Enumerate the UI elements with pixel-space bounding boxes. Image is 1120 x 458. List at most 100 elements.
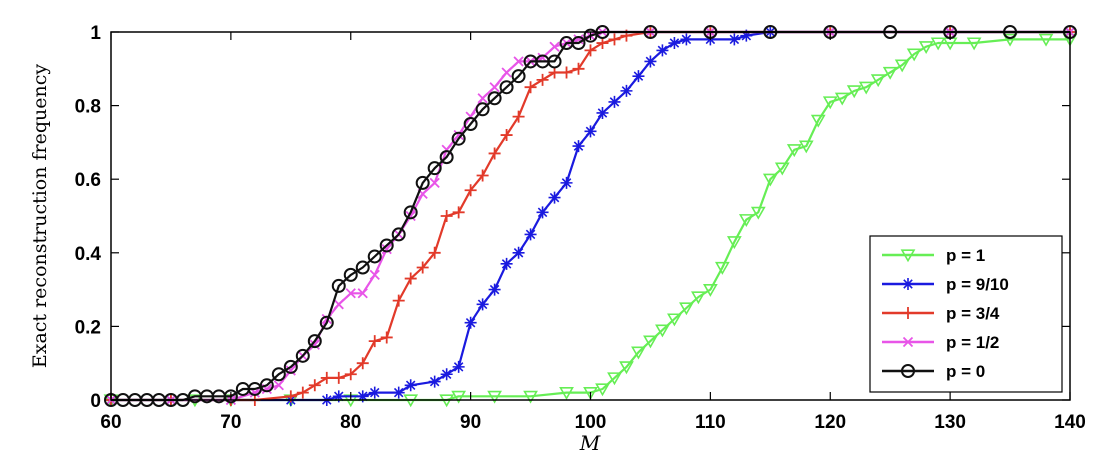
data-point xyxy=(439,150,454,165)
data-point xyxy=(1038,33,1054,47)
data-point xyxy=(966,37,982,51)
data-point xyxy=(356,357,369,370)
data-point xyxy=(858,81,874,95)
data-point xyxy=(488,147,501,160)
data-point xyxy=(714,261,730,275)
data-point xyxy=(572,140,585,153)
data-point xyxy=(332,371,345,384)
data-point xyxy=(656,44,669,57)
x-tick-label: 80 xyxy=(340,412,361,433)
x-tick-label: 130 xyxy=(934,412,966,433)
data-point xyxy=(524,81,537,94)
data-point xyxy=(428,246,441,259)
data-point xyxy=(476,169,489,182)
data-point xyxy=(379,238,394,253)
data-point xyxy=(453,129,464,141)
legend-item: p = 3/4 xyxy=(882,304,1000,323)
data-point xyxy=(523,390,538,404)
data-point xyxy=(415,175,430,190)
data-point xyxy=(1002,33,1018,47)
data-point xyxy=(513,56,524,67)
data-point xyxy=(691,291,706,305)
data-point xyxy=(798,140,814,154)
data-point xyxy=(810,114,826,128)
data-point xyxy=(726,236,742,250)
data-point xyxy=(416,261,429,274)
data-point xyxy=(667,313,682,327)
data-point xyxy=(309,339,320,350)
data-point xyxy=(357,288,368,299)
data-point xyxy=(308,379,321,392)
data-point xyxy=(846,85,862,99)
data-point xyxy=(273,380,284,391)
y-tick-label: 0.6 xyxy=(75,170,101,191)
data-point xyxy=(404,272,417,285)
data-point xyxy=(223,389,238,404)
data-point xyxy=(392,386,405,399)
data-point xyxy=(368,335,381,348)
legend-label: p = 1/2 xyxy=(946,333,999,352)
data-point xyxy=(680,33,693,46)
data-point xyxy=(882,66,898,80)
data-point xyxy=(489,82,500,93)
data-point xyxy=(380,331,393,344)
x-tick-label: 140 xyxy=(1054,412,1086,433)
data-point xyxy=(583,28,598,43)
data-point xyxy=(392,294,405,307)
data-point xyxy=(428,375,441,388)
data-point xyxy=(547,54,562,69)
data-point xyxy=(440,368,453,381)
data-point xyxy=(404,379,417,392)
data-point xyxy=(463,117,478,131)
data-point xyxy=(440,210,453,222)
data-point xyxy=(607,372,622,386)
data-point xyxy=(500,257,513,270)
data-point xyxy=(259,378,274,393)
data-point xyxy=(452,206,465,219)
data-point xyxy=(524,228,537,241)
data-point xyxy=(391,227,406,242)
data-point xyxy=(595,383,610,397)
data-point xyxy=(345,288,356,299)
data-point xyxy=(319,315,334,330)
legend-marker xyxy=(901,364,915,378)
data-point xyxy=(500,129,513,142)
data-point xyxy=(632,70,645,83)
data-point xyxy=(918,41,934,55)
data-point xyxy=(572,62,585,75)
data-point xyxy=(452,360,465,373)
data-point xyxy=(487,390,502,404)
legend-marker xyxy=(902,307,914,319)
y-tick-label: 1 xyxy=(90,23,101,44)
legend-item: p = 1/2 xyxy=(882,333,999,352)
data-point xyxy=(476,298,489,311)
data-point xyxy=(762,173,778,187)
x-tick-label: 70 xyxy=(220,412,241,433)
legend-marker xyxy=(902,336,914,348)
data-point xyxy=(584,44,597,57)
data-point xyxy=(750,206,766,220)
data-point xyxy=(643,335,658,349)
data-point xyxy=(368,386,381,399)
data-point xyxy=(296,386,309,399)
data-point xyxy=(403,205,418,220)
y-axis-title: Exact reconstruction frequency xyxy=(29,64,51,369)
data-point xyxy=(499,80,514,95)
legend-item: p = 9/10 xyxy=(882,275,1009,294)
data-point xyxy=(320,371,333,384)
legend-label: p = 3/4 xyxy=(946,304,1000,323)
data-point xyxy=(511,69,526,84)
data-point xyxy=(834,92,850,106)
data-point xyxy=(333,299,344,310)
y-tick-label: 0.8 xyxy=(75,97,101,118)
data-point xyxy=(631,346,646,360)
data-point xyxy=(283,359,298,374)
data-point xyxy=(451,390,467,404)
data-point xyxy=(512,110,525,123)
data-point xyxy=(355,260,370,275)
data-point xyxy=(679,302,694,316)
data-point xyxy=(332,390,345,403)
data-point xyxy=(548,66,561,79)
data-point xyxy=(536,73,549,86)
